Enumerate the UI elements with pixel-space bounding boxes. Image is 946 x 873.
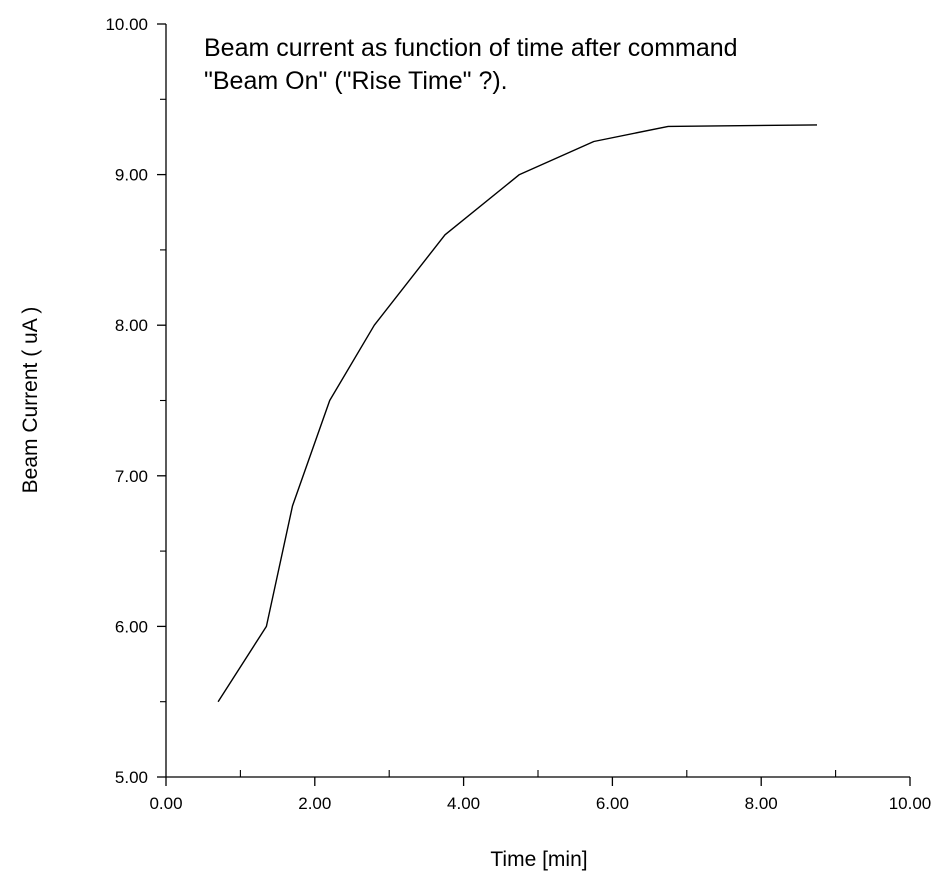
- x-axis-label: Time [min]: [490, 848, 587, 871]
- y-tick-label: 9.00: [115, 166, 148, 185]
- data-point: [444, 234, 446, 236]
- x-tick-label: 6.00: [596, 794, 629, 813]
- data-point: [667, 126, 669, 128]
- x-tick-label: 2.00: [298, 794, 331, 813]
- x-tick-label: 10.00: [889, 794, 932, 813]
- series-line-0: [217, 124, 818, 703]
- x-tick-label: 0.00: [149, 794, 182, 813]
- x-axis-ticks: 0.00 2.00 4.00 6.00 8.00 10.00: [149, 770, 931, 813]
- y-tick-label: 8.00: [115, 316, 148, 335]
- y-axis-label: Beam Current ( uA ): [19, 307, 42, 494]
- data-point: [374, 324, 376, 326]
- data-point: [519, 174, 521, 176]
- y-axis-ticks: 5.00 6.00 7.00 8.00 9.00 10.00: [105, 15, 166, 787]
- y-tick-label: 10.00: [105, 15, 148, 34]
- y-tick-label: 5.00: [115, 768, 148, 787]
- data-point: [329, 400, 331, 402]
- x-tick-label: 4.00: [447, 794, 480, 813]
- data-point: [593, 141, 595, 143]
- data-point: [816, 124, 818, 126]
- data-point: [266, 626, 268, 628]
- data-series: [217, 124, 818, 703]
- data-point: [292, 505, 294, 507]
- axes: [165, 24, 910, 778]
- y-tick-label: 7.00: [115, 467, 148, 486]
- chart-title-line-1: Beam current as function of time after c…: [204, 34, 738, 62]
- chart-title-line-2: "Beam On" ("Rise Time" ?).: [204, 67, 508, 95]
- y-tick-label: 6.00: [115, 617, 148, 636]
- x-tick-label: 8.00: [745, 794, 778, 813]
- data-point: [217, 701, 219, 703]
